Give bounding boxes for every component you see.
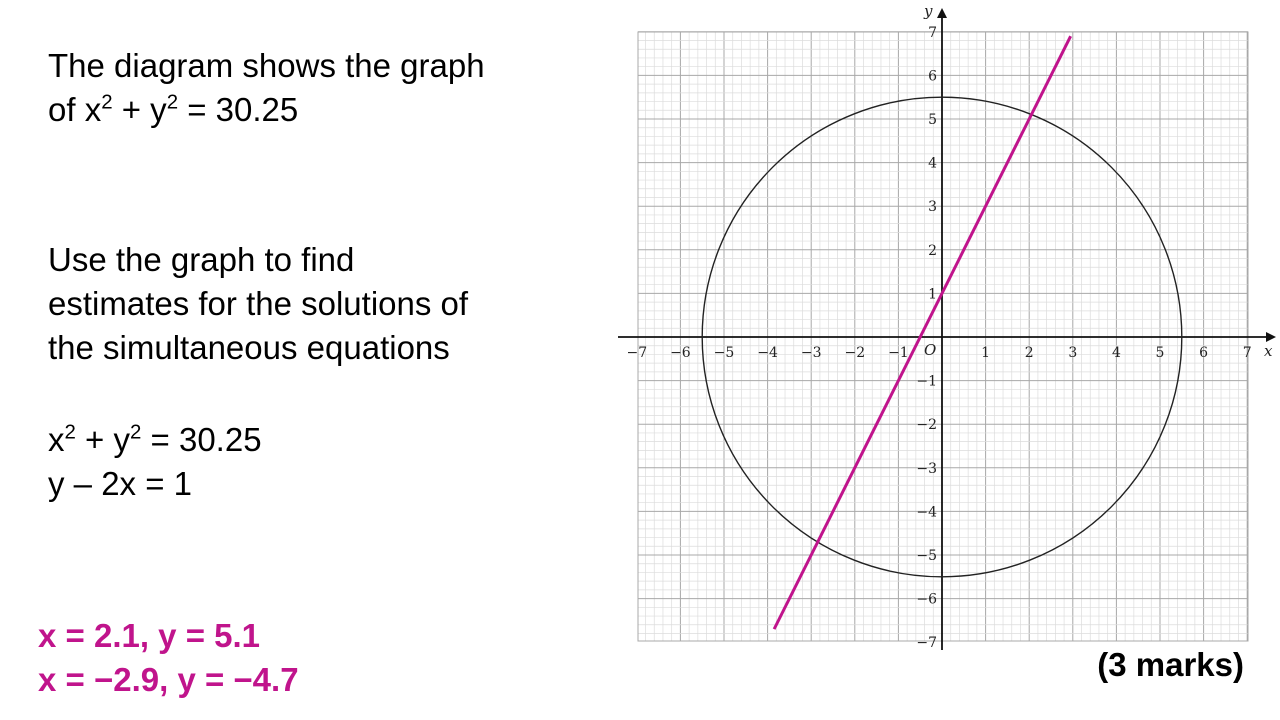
x-tick-label: 3 — [1068, 345, 1077, 361]
intro-eq-part-3: = 30.25 — [178, 91, 299, 128]
marks-label: (3 marks) — [1097, 646, 1244, 683]
intro-line-2: of x2 + y2 = 30.25 — [48, 88, 485, 132]
y-tick-label: −7 — [916, 635, 937, 651]
x-tick-label: 2 — [1025, 345, 1034, 361]
eq1-exp-2: 2 — [129, 420, 142, 444]
intro-line-1: The diagram shows the graph — [48, 47, 485, 84]
y-tick-label: 4 — [928, 156, 937, 172]
x-axis-arrow — [1266, 332, 1276, 342]
y-tick-label: 3 — [928, 199, 937, 215]
instruction-line: Use the graph to find — [48, 241, 355, 278]
y-tick-label: 6 — [928, 68, 937, 84]
y-tick-label: −4 — [916, 504, 937, 520]
y-axis-arrow — [937, 8, 947, 18]
x-tick-label: −3 — [801, 345, 822, 361]
simultaneous-equations: x2 + y2 = 30.25 y – 2x = 1 — [48, 418, 262, 506]
answer-line-2: x = −2.9, y = −4.7 — [38, 661, 299, 698]
origin-label: O — [924, 341, 936, 359]
eq1-part-2: + y — [75, 421, 130, 458]
intro-eq-part-2: + y — [112, 91, 167, 128]
x-tick-label: 4 — [1112, 345, 1121, 361]
coordinate-graph: x y O −7 −6 −5 −4 −3 −2 −1 1 2 3 4 5 6 7 7 6 5 4 3 2 1 −1 −2 −3 −4 −… — [618, 2, 1276, 651]
x-tick-label: −2 — [844, 345, 865, 361]
x-tick-label: −7 — [626, 345, 647, 361]
y-axis-label: y — [923, 2, 933, 20]
y-tick-label: −6 — [916, 592, 937, 608]
instruction-line: the simultaneous equations — [48, 329, 450, 366]
eq1-part-3: = 30.25 — [141, 421, 262, 458]
intro-eq-exp-1: 2 — [101, 90, 113, 114]
y-tick-label: −2 — [916, 417, 937, 433]
equation-1: x2 + y2 = 30.25 — [48, 418, 262, 462]
y-tick-label: 2 — [928, 243, 937, 259]
x-tick-label: −1 — [888, 345, 909, 361]
circle-curve — [701, 96, 1183, 578]
series — [701, 35, 1183, 630]
intro-text: The diagram shows the graph of x2 + y2 =… — [48, 44, 485, 132]
instruction-line: estimates for the solutions of — [48, 285, 469, 322]
y-tick-label: −5 — [916, 548, 937, 564]
eq1-exp-1: 2 — [64, 420, 76, 444]
x-axis-label: x — [1264, 342, 1273, 360]
x-tick-label: −5 — [714, 345, 735, 361]
intro-eq-exp-2: 2 — [166, 90, 179, 114]
axes — [618, 8, 1276, 650]
y-tick-label: 1 — [928, 286, 937, 302]
eq1-part-1: x — [48, 421, 65, 458]
x-tick-label: 6 — [1199, 345, 1208, 361]
intro-eq-part-1: of x — [48, 91, 102, 128]
y-tick-label: −1 — [916, 374, 937, 390]
instruction-text: Use the graph to find estimates for the … — [48, 238, 468, 370]
answer-line-1: x = 2.1, y = 5.1 — [38, 617, 261, 654]
x-tick-label: −4 — [757, 345, 778, 361]
x-tick-label: −6 — [670, 345, 691, 361]
y-tick-label: 7 — [928, 25, 937, 41]
y-tick-label: −3 — [916, 461, 937, 477]
x-tick-label: 5 — [1156, 345, 1165, 361]
equation-2: y – 2x = 1 — [48, 465, 193, 502]
x-tick-label: 1 — [981, 345, 990, 361]
tick-labels: x y O −7 −6 −5 −4 −3 −2 −1 1 2 3 4 5 6 7 7 6 5 4 3 2 1 −1 −2 −3 −4 −… — [626, 2, 1273, 651]
y-tick-label: 5 — [928, 112, 937, 128]
answers: x = 2.1, y = 5.1 x = −2.9, y = −4.7 — [38, 614, 299, 702]
x-tick-label: 7 — [1243, 345, 1252, 361]
straight-line — [772, 35, 1072, 630]
